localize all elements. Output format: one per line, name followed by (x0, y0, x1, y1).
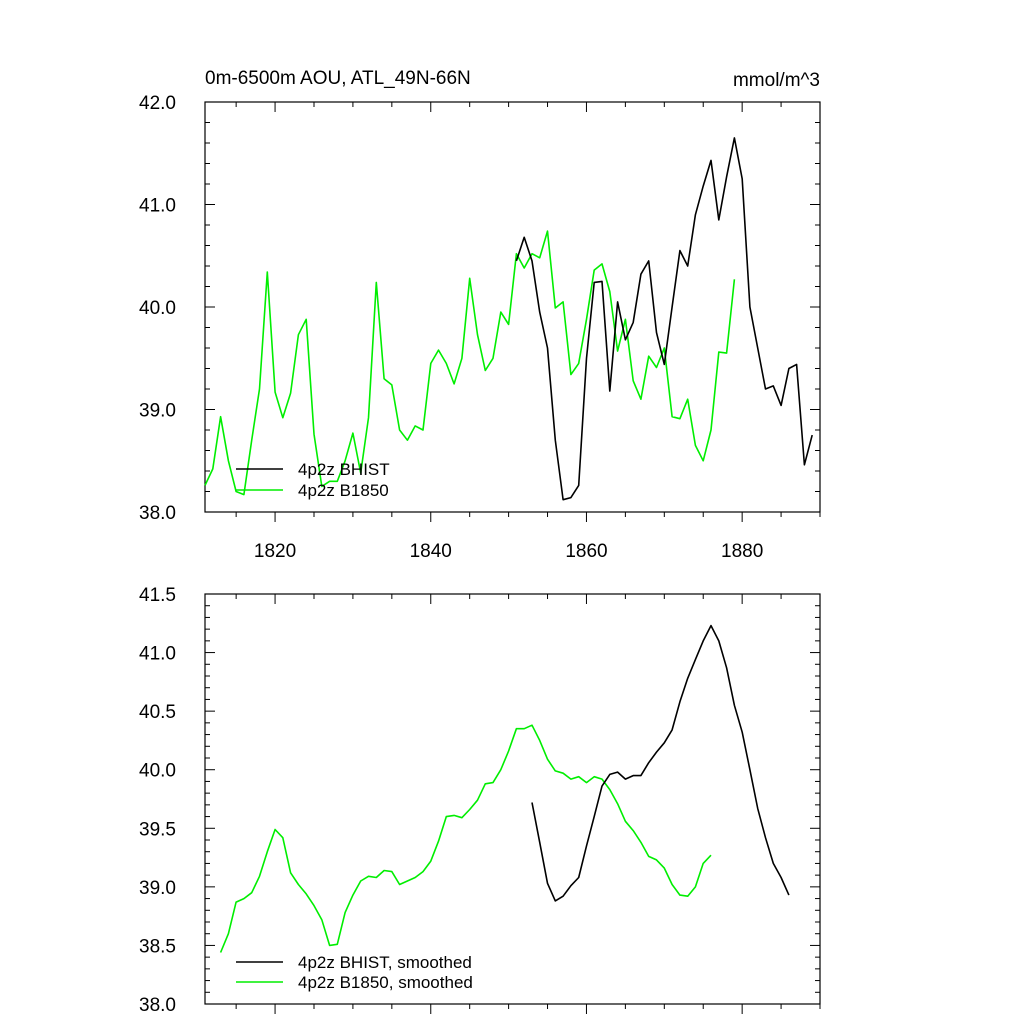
bottom-series-lines (219, 624, 790, 953)
top-legend: 4p2z BHIST 4p2z B1850 (236, 460, 390, 500)
top-plot-frame (204, 101, 821, 513)
legend-label-bhist-smoothed: 4p2z BHIST, smoothed (298, 953, 472, 972)
x-tick-label: 1840 (410, 541, 452, 562)
y-tick-label: 38.5 (139, 936, 176, 957)
bottom-legend: 4p2z BHIST, smoothed 4p2z B1850, smoothe… (236, 953, 473, 992)
legend-label-b1850-smoothed: 4p2z B1850, smoothed (298, 973, 473, 992)
y-tick-label: 40.5 (139, 702, 176, 723)
x-tick-label: 1860 (565, 541, 607, 562)
top-panel-title: 0m-6500m AOU, ATL_49N-66N (205, 68, 471, 89)
y-tick-label: 41.0 (139, 644, 176, 665)
y-tick-label: 40.0 (139, 761, 176, 782)
y-tick-label: 39.0 (139, 401, 176, 422)
x-tick-label: 1820 (254, 541, 296, 562)
y-tick-label: 40.0 (139, 298, 176, 319)
y-tick-label: 39.0 (139, 878, 176, 899)
series-line-4p2z-b1850 (204, 230, 736, 496)
legend-label-b1850: 4p2z B1850 (298, 481, 389, 500)
series-line-4p2z-bhist (515, 137, 813, 501)
series-line-4p2z-bhist-smoothed (531, 624, 790, 902)
top-panel-units: mmol/m^3 (733, 70, 820, 91)
y-tick-label: 39.5 (139, 819, 176, 840)
bottom-panel: 38.0 38.5 39.0 39.5 40.0 40.5 41.0 41.5 4p2z BH… (139, 585, 821, 1016)
bottom-axis-ticks: 38.0 38.5 39.0 39.5 40.0 40.5 41.0 41.5 (139, 585, 821, 1016)
top-panel: 0m-6500m AOU, ATL_49N-66N mmol/m^3 38.03… (139, 68, 821, 562)
top-axis-ticks: 38.0 39.0 40.0 41.0 42.0 1820 1840 1860 1880 (139, 93, 821, 562)
bottom-plot-frame (204, 593, 821, 1005)
legend-label-bhist: 4p2z BHIST (298, 460, 390, 479)
y-tick-label: 38.0 (139, 503, 176, 524)
y-tick-label: 41.5 (139, 585, 176, 606)
y-tick-label: 42.0 (139, 93, 176, 114)
series-line-4p2z-b1850-smoothed (219, 724, 712, 953)
top-series-lines (204, 137, 813, 501)
x-tick-label: 1880 (721, 541, 763, 562)
y-tick-label: 41.0 (139, 196, 176, 217)
y-tick-label: 38.0 (139, 995, 176, 1016)
